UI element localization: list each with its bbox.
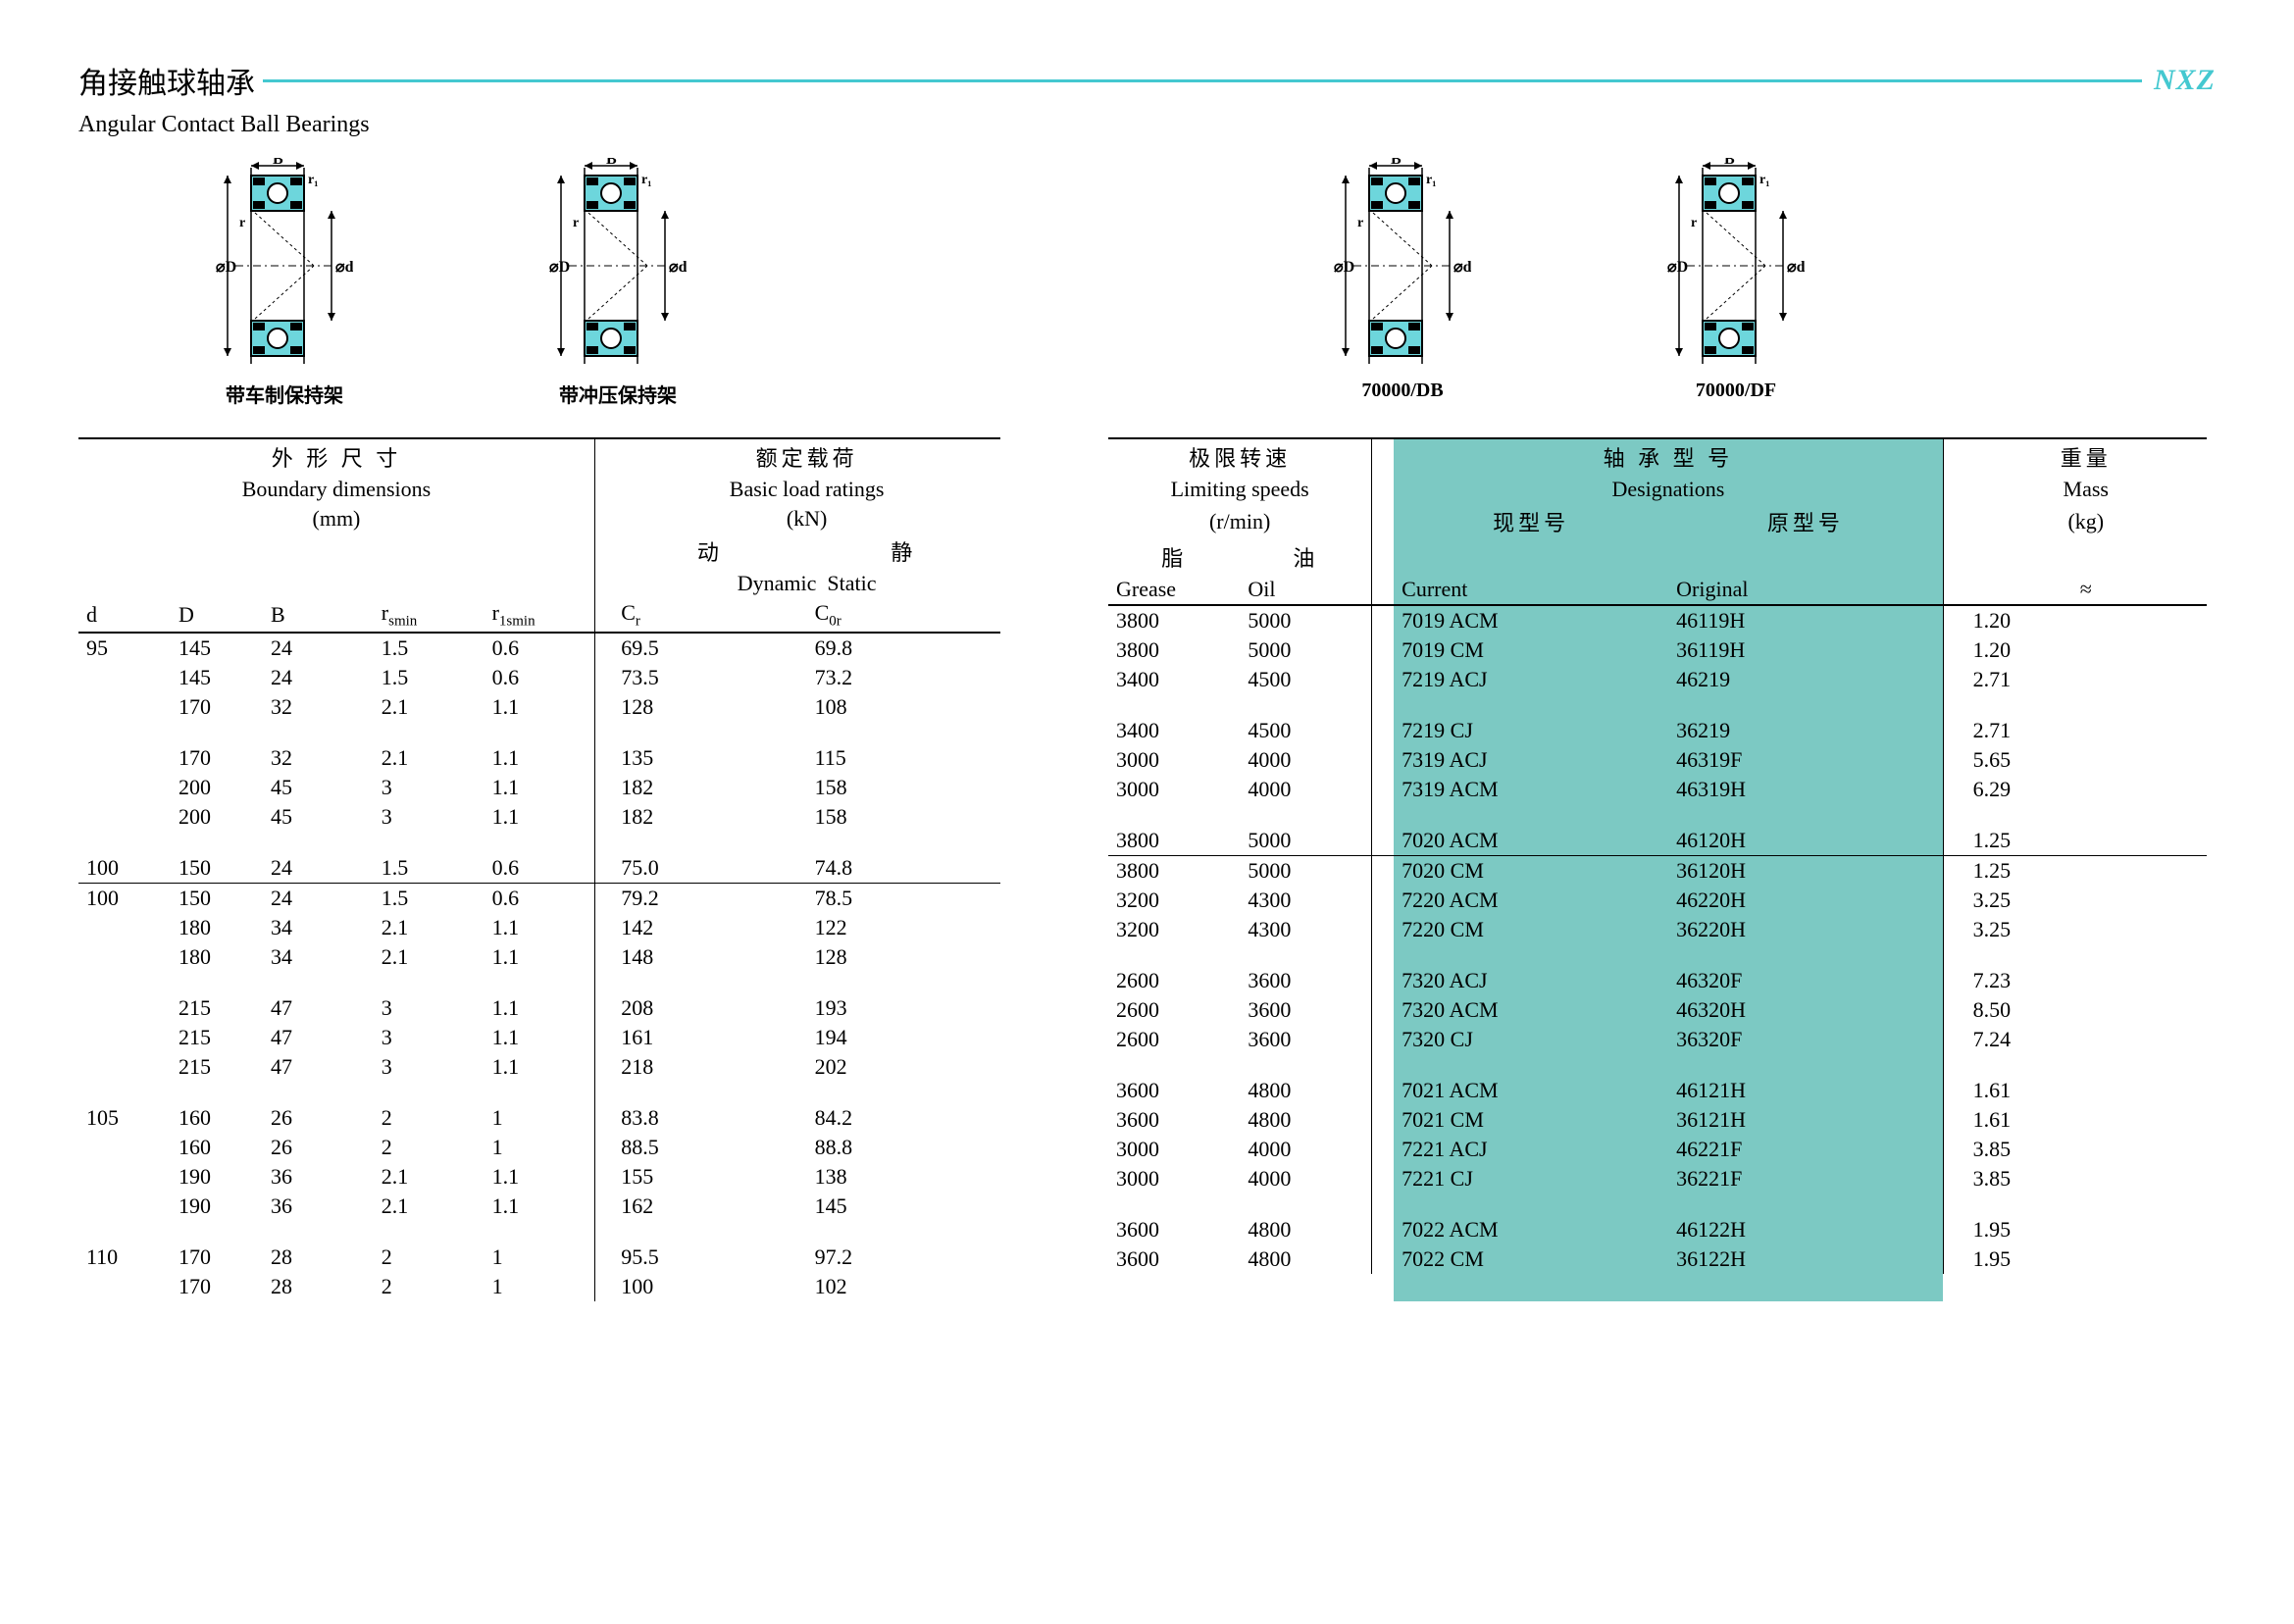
table-row: 200453 1.1 182158 [78,773,1000,802]
table-row: 170282 1 100102 [78,1272,1000,1301]
table-row: 26003600 7320 CJ36320F 7.24 [1108,1025,2207,1054]
diagram-3-label: 70000/DB [1361,380,1443,402]
bearing-cross-section-icon [216,158,353,374]
table-row: 170322.1 1.1 128108 [78,692,1000,722]
table-row: 36004800 7021 CM36121H 1.61 [1108,1105,2207,1135]
table-row: 145241.5 0.6 73.573.2 [78,663,1000,692]
table-row: 30004000 7221 CJ36221F 3.85 [1108,1164,2207,1193]
table-row: 110170282 1 95.597.2 [78,1243,1000,1272]
table-row: 34004500 7219 ACJ46219 2.71 [1108,665,2207,694]
diagram-4-label: 70000/DF [1696,380,1776,402]
table-row: 36004800 7021 ACM46121H 1.61 [1108,1076,2207,1105]
table-row: 170322.1 1.1 135115 [78,743,1000,773]
table-row: 34004500 7219 CJ36219 2.71 [1108,716,2207,745]
table-row: 30004000 7319 ACJ46319F 5.65 [1108,745,2207,775]
designations-table: 极限转速 轴 承 型 号 重量Limiting speeds Designati… [1108,437,2207,1301]
table-row: 180342.1 1.1 142122 [78,913,1000,942]
brand-logo: NXZ [2154,64,2216,97]
table-row: 160262 1 88.588.8 [78,1133,1000,1162]
table-row: 215473 1.1 161194 [78,1023,1000,1052]
table-row: 100150241.5 0.6 75.074.8 [78,853,1000,884]
table-row: 95145241.5 0.6 69.569.8 [78,633,1000,663]
table-row: 38005000 7019 ACM46119H 1.20 [1108,605,2207,635]
table-row: 190362.1 1.1 155138 [78,1162,1000,1192]
header-rule-icon [263,79,2142,82]
diagram-2: 带冲压保持架 [549,158,687,408]
table-row: 190362.1 1.1 162145 [78,1192,1000,1221]
table-row: 30004000 7319 ACM46319H 6.29 [1108,775,2207,804]
diagram-4: 70000/DF [1667,158,1805,408]
title-cn: 角接触球轴承 [78,59,255,102]
table-row: 180342.1 1.1 148128 [78,942,1000,972]
table-row: 215473 1.1 208193 [78,993,1000,1023]
diagram-1: 带车制保持架 [216,158,353,408]
table-row: 100150241.5 0.6 79.278.5 [78,884,1000,914]
table-row: 200453 1.1 182158 [78,802,1000,832]
page-header: 角接触球轴承 NXZ [78,59,2216,102]
diagram-3: 70000/DB [1334,158,1471,408]
dimensions-table: 外 形 尺 寸 额定载荷Boundary dimensions Basic lo… [78,437,1000,1301]
table-row: 38005000 7020 CM36120H 1.25 [1108,856,2207,887]
bearing-cross-section-icon [1334,158,1471,374]
diagrams-row: 带车制保持架 带冲压保持架 70000/DB 70000/DF [216,158,2216,408]
table-row: 32004300 7220 ACM46220H 3.25 [1108,886,2207,915]
table-row: 38005000 7019 CM36119H 1.20 [1108,635,2207,665]
table-row: 30004000 7221 ACJ46221F 3.85 [1108,1135,2207,1164]
table-row: 36004800 7022 CM36122H 1.95 [1108,1244,2207,1274]
bearing-cross-section-icon [1667,158,1805,374]
subtitle-en: Angular Contact Ball Bearings [78,112,2216,138]
table-row: 36004800 7022 ACM46122H 1.95 [1108,1215,2207,1244]
table-row: 215473 1.1 218202 [78,1052,1000,1082]
table-row: 32004300 7220 CM36220H 3.25 [1108,915,2207,944]
diagram-2-label: 带冲压保持架 [559,380,677,408]
table-row: 38005000 7020 ACM46120H 1.25 [1108,826,2207,856]
table-row: 26003600 7320 ACM46320H 8.50 [1108,995,2207,1025]
table-row: 26003600 7320 ACJ46320F 7.23 [1108,966,2207,995]
bearing-cross-section-icon [549,158,687,374]
table-row: 105160262 1 83.884.2 [78,1103,1000,1133]
diagram-1-label: 带车制保持架 [226,380,343,408]
